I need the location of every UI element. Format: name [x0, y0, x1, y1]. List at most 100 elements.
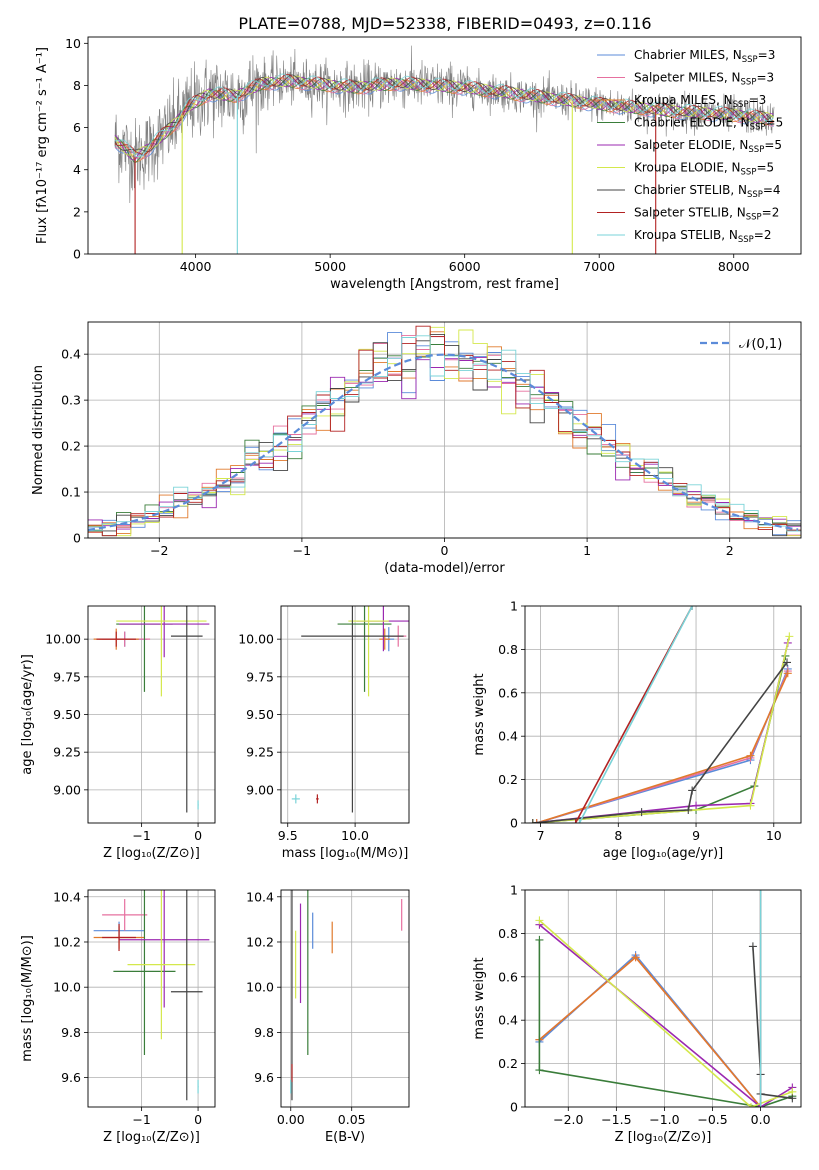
plot-area — [535, 890, 797, 1107]
x-tick-label: 1 — [583, 543, 591, 558]
weight-line-kroupa-miles — [538, 956, 762, 1107]
model-line-kroupa-elodie — [114, 75, 774, 156]
x-axis-label: mass [log₁₀(M/M⊙)] — [282, 846, 409, 861]
y-tick-label: 0 — [510, 1100, 518, 1115]
weight-line-salpeter-miles — [538, 956, 762, 1107]
histogram-salpeter-stelib — [88, 325, 801, 537]
x-axis-label: (data-model)/error — [384, 561, 505, 576]
x-axis-label: E(B-V) — [325, 1130, 365, 1145]
x-tick-label: −1.5 — [601, 1112, 631, 1127]
y-tick-label: 10.4 — [246, 889, 274, 904]
axes-frame — [280, 889, 410, 1108]
y-tick-label: 0.8 — [498, 926, 518, 941]
x-axis-label: wavelength [Angstrom, rest frame] — [330, 277, 559, 292]
legend-label-gaussian: 𝒩(0,1) — [739, 337, 782, 352]
y-tick-label: 9.25 — [246, 745, 274, 760]
plot-area — [93, 606, 210, 813]
weight-line-chabrier-stelib — [752, 946, 793, 1100]
y-tick-label: 10.0 — [53, 980, 81, 995]
x-tick-label: 9 — [692, 828, 700, 843]
y-tick-label: 4 — [73, 162, 81, 177]
x-tick-label: −1 — [132, 1112, 150, 1127]
weight-marker-kroupa-stelib — [575, 819, 584, 823]
x-tick-label: 10 — [766, 828, 782, 843]
model-line-kroupa-stelib — [114, 73, 774, 158]
weight-marker-kroupa-stelib — [756, 1103, 765, 1107]
plot-area — [88, 325, 801, 537]
weight-line-kroupa-elodie — [538, 919, 793, 1107]
legend-label-kroupa-stelib: Kroupa STELIB, NSSP=2 — [634, 228, 772, 245]
weight-marker-chabrier-stelib — [788, 1094, 797, 1103]
legend-label-chabrier-stelib: Chabrier STELIB, NSSP=4 — [634, 183, 781, 200]
x-tick-label: 8000 — [718, 259, 750, 274]
axes-frame — [524, 889, 802, 1108]
weight-marker-kroupa-elodie — [785, 632, 794, 641]
histogram-kroupa-stelib — [88, 335, 801, 532]
y-tick-label: 0.4 — [498, 1013, 518, 1028]
y-tick-label: 9.25 — [53, 745, 81, 760]
y-tick-label: 9.75 — [53, 669, 81, 684]
weight-marker-chabrier-stelib — [748, 942, 757, 951]
y-axis-label: mass [log₁₀(M/M⊙)] — [20, 935, 35, 1062]
subplot-mass_weight_vs_Z: −2.0 −1.5 −1.0 −0.5 0.0 0 0.2 0.4 0.6 0.8 1 Z [log₁… — [472, 883, 802, 1145]
y-tick-label: 9.6 — [254, 1070, 274, 1085]
y-tick-label: 0.8 — [498, 642, 518, 657]
weight-marker-kroupa-stelib — [756, 890, 765, 894]
model-line-salpeter-miles — [114, 77, 774, 160]
model-line-salpeter-elodie — [114, 76, 774, 161]
y-tick-label: 1 — [510, 883, 518, 898]
weight-marker-chabrier-stelib — [528, 819, 537, 823]
weight-marker-chabrier-stelib — [637, 808, 646, 817]
weight-marker-chabrier-stelib — [783, 658, 792, 667]
legend-label-chabrier-elodie: Chabrier ELODIE, NSSP=5 — [634, 116, 783, 133]
y-tick-label: 8 — [73, 78, 81, 93]
x-tick-label: 5000 — [314, 259, 346, 274]
plot-area — [290, 890, 403, 1101]
y-tick-label: 10.4 — [53, 889, 81, 904]
y-tick-label: 9.8 — [254, 1025, 274, 1040]
y-tick-label: 9.50 — [246, 707, 274, 722]
weight-line-chabrier-stelib — [532, 661, 788, 823]
axes-frame — [87, 889, 216, 1108]
subplot-residual_histogram: −2 −1 0 1 2 0 0.1 0.2 0.3 0.4 (data-model)/error No… — [31, 321, 802, 576]
y-tick-label: 2 — [73, 204, 81, 219]
weight-marker-kroupa-stelib — [688, 606, 697, 610]
x-tick-label: 0 — [441, 543, 449, 558]
weight-marker-salpeter-elodie — [692, 801, 701, 810]
x-axis-label: age [log₁₀(age/yr)] — [603, 846, 724, 861]
x-tick-label: −1 — [293, 543, 311, 558]
x-axis-label: Z [log₁₀(Z/Z⊙)] — [103, 846, 200, 861]
y-tick-label: 9.00 — [53, 782, 81, 797]
y-tick-label: 0.2 — [498, 1056, 518, 1071]
y-tick-label: 0.4 — [498, 729, 518, 744]
y-tick-label: 0.2 — [498, 772, 518, 787]
x-tick-label: 4000 — [180, 259, 212, 274]
gaussian-curve — [88, 353, 799, 531]
spectrum-legend: Chabrier MILES, NSSP=3 Salpeter MILES, NS… — [597, 48, 783, 245]
weight-line-chabrier-elodie — [532, 655, 787, 823]
y-tick-label: 0.6 — [498, 685, 518, 700]
weight-marker-chabrier-elodie — [535, 935, 544, 944]
y-tick-label: 6 — [73, 120, 81, 135]
y-axis-label: mass weight — [472, 957, 487, 1039]
y-axis-label: Flux [fλ10⁻¹⁷ erg cm⁻² s⁻¹ A⁻¹] — [35, 47, 50, 244]
x-tick-label: 0.0 — [751, 1112, 771, 1127]
subplot-age_vs_Z: −1 0 9.00 9.25 9.50 9.75 10.00 Z [log₁₀(Z/Z⊙)] a… — [20, 605, 216, 861]
y-axis-label: Normed distribution — [31, 365, 46, 495]
x-tick-label: −2.0 — [553, 1112, 583, 1127]
figure-title: PLATE=0788, MJD=52338, FIBERID=0493, z=0… — [238, 14, 651, 33]
x-tick-label: −2 — [150, 543, 168, 558]
legend-label-chabrier-miles: Chabrier MILES, NSSP=3 — [634, 48, 775, 65]
y-tick-label: 9.00 — [246, 782, 274, 797]
model-line-salpeter-stelib — [114, 73, 774, 155]
x-tick-label: 0 — [194, 828, 202, 843]
y-tick-label: 0 — [510, 816, 518, 831]
axes-frame — [87, 605, 216, 824]
x-axis-label: Z [log₁₀(Z/Z⊙)] — [103, 1130, 200, 1145]
weight-line-chabrier-elodie — [538, 939, 793, 1107]
subplot-age_vs_mass: 9.5 10.0 9.00 9.25 9.50 9.75 10.00 mass [log₁₀(… — [238, 605, 410, 861]
y-tick-label: 10.00 — [238, 632, 274, 647]
x-tick-label: 7000 — [583, 259, 615, 274]
y-tick-label: 9.6 — [61, 1070, 81, 1085]
